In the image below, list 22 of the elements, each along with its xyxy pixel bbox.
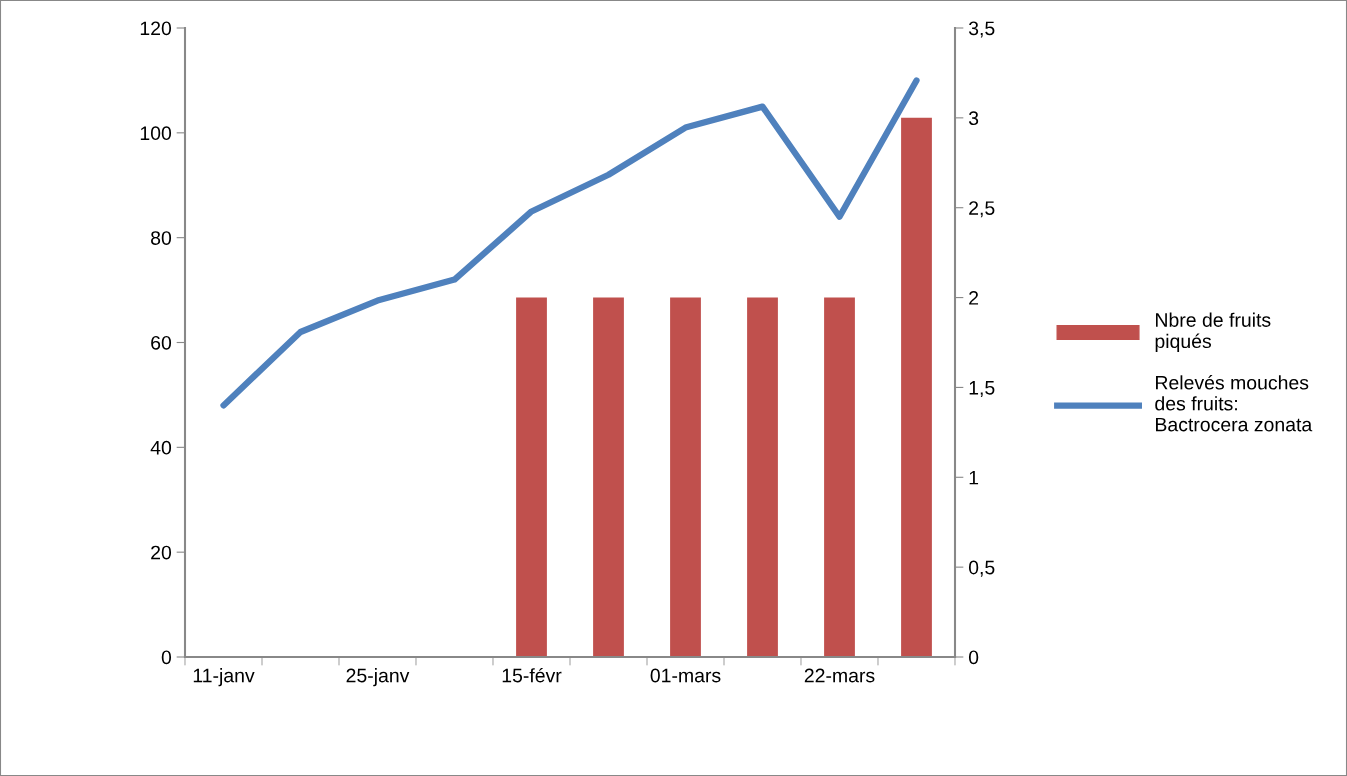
y2-tick-label: 0 bbox=[968, 650, 979, 665]
x-tick-label: 22-mars bbox=[804, 668, 875, 683]
y2-tick-label: 1,5 bbox=[969, 381, 995, 397]
y2-tick-label: 0,5 bbox=[968, 560, 995, 577]
y-tick-label: 60 bbox=[151, 335, 172, 350]
y-tick-label: 20 bbox=[151, 545, 172, 560]
legend-label: Nbre de fruits piqués bbox=[1155, 312, 1271, 352]
y-tick-label: 40 bbox=[150, 440, 172, 455]
y2-tick-label: 3,5 bbox=[968, 21, 995, 38]
y2-tick-label: 2 bbox=[969, 291, 979, 305]
y2-tick-label: 1 bbox=[969, 470, 979, 485]
x-tick-label: 25-janv bbox=[346, 668, 410, 687]
y-tick-label: 0 bbox=[161, 650, 172, 665]
y-tick-label: 120 bbox=[140, 21, 172, 36]
x-tick-label: 15-févr bbox=[502, 667, 562, 683]
legend-label: Relevés mouches des fruits: Bactrocera zonata bbox=[1155, 375, 1313, 432]
y-tick-label: 80 bbox=[151, 231, 172, 245]
y-tick-label: 100 bbox=[140, 126, 172, 141]
y2-tick-label: 2,5 bbox=[969, 201, 995, 218]
x-tick-label: 01-mars bbox=[650, 668, 721, 683]
y2-tick-label: 3 bbox=[968, 111, 979, 126]
x-tick-label: 11-janv bbox=[193, 668, 255, 687]
